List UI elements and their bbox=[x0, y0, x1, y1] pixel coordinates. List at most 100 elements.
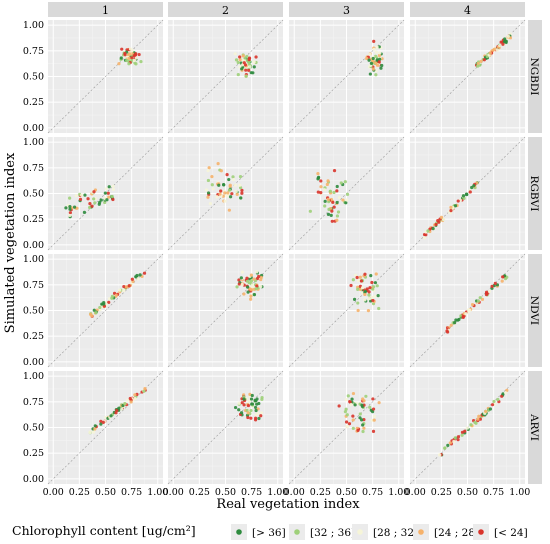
data-point bbox=[133, 396, 137, 401]
data-point bbox=[249, 397, 254, 401]
data-point bbox=[351, 391, 356, 396]
data-point bbox=[246, 290, 250, 294]
x-tick-label: 0.50 bbox=[336, 487, 357, 498]
data-point bbox=[454, 318, 458, 322]
data-point bbox=[457, 317, 461, 322]
data-point bbox=[439, 215, 444, 219]
data-point bbox=[219, 169, 223, 173]
data-point bbox=[110, 296, 114, 300]
data-point bbox=[82, 210, 87, 214]
data-point bbox=[227, 177, 231, 182]
data-point bbox=[250, 402, 255, 406]
data-point bbox=[238, 174, 243, 179]
data-point bbox=[484, 409, 488, 414]
data-point bbox=[249, 416, 253, 420]
data-point bbox=[335, 218, 339, 222]
data-point bbox=[464, 312, 468, 316]
identity-line bbox=[288, 253, 405, 368]
data-point bbox=[355, 275, 359, 280]
data-point bbox=[504, 391, 508, 395]
data-point bbox=[462, 196, 466, 200]
data-point bbox=[453, 204, 458, 208]
data-point bbox=[206, 168, 210, 173]
data-point bbox=[104, 187, 108, 191]
data-point bbox=[326, 212, 331, 216]
data-point bbox=[339, 181, 343, 185]
identity-line bbox=[47, 370, 164, 485]
data-point bbox=[237, 408, 241, 412]
data-point bbox=[107, 300, 111, 304]
data-point bbox=[119, 56, 123, 60]
data-point bbox=[484, 292, 489, 297]
data-point bbox=[478, 296, 482, 300]
data-point bbox=[325, 182, 329, 187]
legend-swatch bbox=[357, 529, 363, 535]
data-point bbox=[230, 192, 234, 196]
data-point bbox=[367, 297, 371, 301]
data-point bbox=[456, 435, 461, 439]
data-point bbox=[360, 418, 364, 422]
data-point bbox=[422, 236, 427, 240]
data-point bbox=[360, 286, 365, 290]
data-point bbox=[500, 279, 504, 283]
data-point bbox=[316, 172, 320, 176]
data-point bbox=[99, 422, 103, 426]
data-point bbox=[498, 43, 502, 48]
data-point bbox=[358, 412, 362, 416]
data-point bbox=[255, 270, 259, 274]
data-point bbox=[351, 414, 355, 418]
data-point bbox=[247, 399, 251, 403]
data-point bbox=[322, 188, 327, 192]
data-point bbox=[452, 439, 456, 444]
data-point bbox=[129, 400, 133, 404]
data-point bbox=[366, 309, 371, 313]
data-point bbox=[249, 279, 254, 283]
data-point bbox=[449, 323, 453, 327]
y-tick-label: 0.50 bbox=[23, 423, 44, 434]
y-tick-label: 0.75 bbox=[23, 163, 44, 174]
data-point bbox=[368, 52, 372, 57]
data-point bbox=[122, 284, 126, 289]
data-point bbox=[380, 63, 384, 68]
data-point bbox=[346, 394, 350, 398]
data-point bbox=[250, 283, 254, 287]
data-point bbox=[256, 411, 260, 415]
data-point bbox=[72, 205, 77, 209]
data-point bbox=[74, 194, 78, 198]
data-point bbox=[345, 198, 349, 202]
data-point bbox=[369, 274, 373, 278]
data-point bbox=[225, 194, 229, 198]
data-point bbox=[368, 286, 372, 290]
data-point bbox=[372, 39, 376, 43]
data-point bbox=[114, 293, 118, 297]
data-point bbox=[377, 53, 382, 58]
data-point bbox=[351, 418, 355, 422]
data-point bbox=[328, 189, 332, 193]
x-tick-label: 0.50 bbox=[457, 487, 478, 498]
data-point bbox=[88, 430, 92, 435]
y-tick-label: 1.00 bbox=[23, 371, 44, 382]
data-point bbox=[246, 411, 250, 415]
legend-swatch bbox=[418, 529, 424, 535]
data-point bbox=[249, 288, 254, 292]
data-point bbox=[363, 272, 367, 276]
data-point bbox=[260, 397, 264, 402]
data-point bbox=[374, 272, 378, 276]
data-point bbox=[503, 277, 508, 281]
data-point bbox=[371, 407, 376, 411]
data-point bbox=[233, 52, 237, 56]
data-point bbox=[92, 197, 96, 201]
data-point bbox=[460, 430, 465, 434]
data-point bbox=[363, 298, 367, 302]
data-point bbox=[488, 51, 492, 55]
data-point bbox=[227, 208, 231, 212]
panel-grid: 1 2 3 4 NGBDI RGBVI NDVI ARVI 0.00 0.25 0.50 0.75 1.… bbox=[23, 2, 542, 498]
data-point bbox=[438, 453, 442, 457]
data-point bbox=[501, 42, 505, 46]
data-point bbox=[227, 188, 232, 192]
y-tick-label: 0.75 bbox=[23, 397, 44, 408]
column-strip bbox=[410, 2, 525, 17]
data-point bbox=[247, 58, 251, 62]
y-tick-label: 0.25 bbox=[23, 97, 44, 108]
data-point bbox=[470, 185, 474, 190]
